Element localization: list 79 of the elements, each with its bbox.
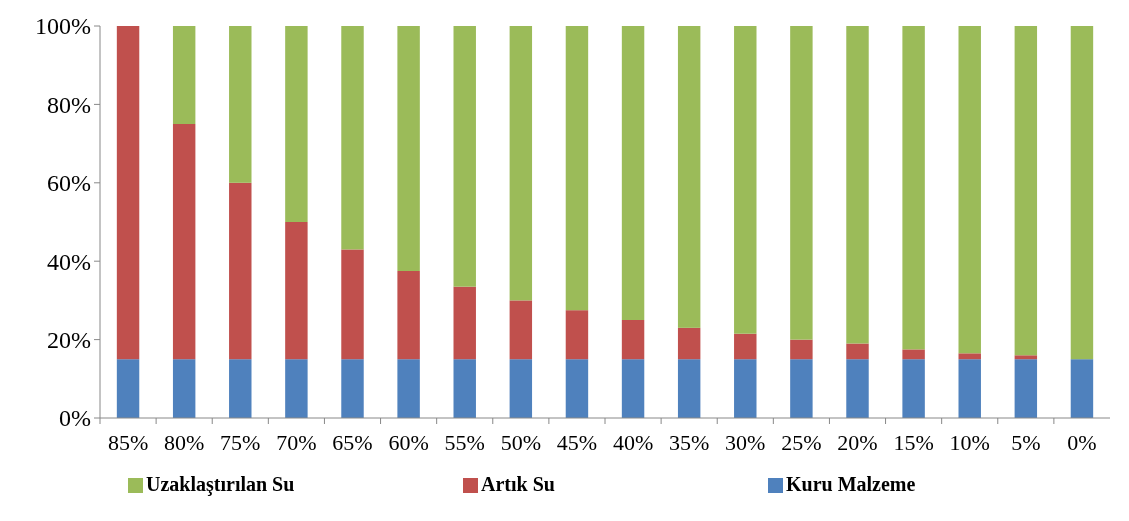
legend-label: Uzaklaştırılan Su: [146, 473, 295, 496]
bar: [734, 26, 757, 334]
legend-label: Artık Su: [481, 473, 555, 495]
legend-label: Kuru Malzeme: [786, 473, 916, 495]
bar: [790, 339, 813, 360]
bar: [846, 359, 869, 418]
bar: [172, 359, 196, 418]
bar: [958, 26, 981, 354]
bar: [677, 26, 701, 328]
y-tick-label: 80%: [47, 91, 91, 118]
bar: [116, 26, 140, 360]
bar: [677, 359, 701, 418]
x-tick-label: 20%: [837, 430, 878, 455]
y-tick-label: 0%: [59, 405, 91, 432]
bar: [565, 26, 589, 311]
bar: [902, 349, 925, 360]
bar: [621, 26, 645, 320]
bar: [734, 359, 757, 418]
bar: [1014, 355, 1038, 360]
bar: [1070, 359, 1094, 418]
x-tick-label: 75%: [220, 430, 261, 455]
x-tick-label: 85%: [107, 430, 149, 455]
bar: [902, 26, 925, 350]
x-tick-label: 35%: [669, 430, 710, 455]
x-tick-label: 40%: [612, 430, 654, 455]
bar: [397, 271, 420, 360]
bar: [621, 359, 645, 418]
x-tick-label: 15%: [893, 430, 934, 455]
x-tick-label: 45%: [556, 430, 598, 455]
bar: [790, 26, 813, 340]
bar: [285, 359, 308, 418]
x-tick-label: 25%: [781, 430, 822, 455]
bar: [453, 286, 476, 360]
bar: [509, 26, 533, 301]
bar: [397, 26, 420, 271]
bar: [1014, 26, 1038, 356]
bar: [453, 359, 476, 418]
y-tick-label: 60%: [47, 170, 91, 197]
x-tick-label: 80%: [164, 430, 205, 455]
bar: [397, 359, 420, 418]
bar: [453, 26, 476, 287]
x-tick-label: 65%: [332, 430, 373, 455]
bar: [677, 327, 701, 360]
bar: [958, 359, 981, 418]
bar: [285, 222, 308, 360]
bar: [846, 343, 869, 360]
bar: [902, 359, 925, 418]
bar: [790, 359, 813, 418]
bar: [565, 359, 589, 418]
bar: [509, 359, 533, 418]
bar: [229, 26, 252, 183]
bar: [734, 333, 757, 360]
bar: [116, 359, 140, 418]
x-tick-label: 70%: [276, 430, 317, 455]
bar: [846, 26, 869, 344]
bar: [172, 26, 196, 124]
bar: [341, 26, 364, 250]
x-tick-label: 5%: [1011, 430, 1041, 455]
x-tick-label: 50%: [500, 430, 541, 455]
bar: [341, 359, 364, 418]
y-tick-label: 100%: [35, 13, 91, 40]
x-tick-label: 0%: [1067, 430, 1097, 455]
bar: [565, 310, 589, 360]
bar: [509, 300, 533, 360]
y-tick-label: 40%: [47, 248, 91, 275]
bar: [1014, 359, 1038, 418]
bar: [285, 26, 308, 222]
bar: [229, 359, 252, 418]
bar: [958, 353, 981, 360]
x-tick-label: 10%: [949, 430, 990, 455]
bar: [621, 320, 645, 360]
bar: [1070, 26, 1094, 360]
bar: [341, 249, 364, 360]
y-tick-label: 20%: [47, 327, 91, 353]
x-tick-label: 30%: [725, 430, 766, 455]
bar: [172, 124, 196, 360]
x-tick-label: 55%: [444, 430, 485, 455]
bar: [229, 182, 252, 360]
x-tick-label: 60%: [388, 430, 429, 455]
